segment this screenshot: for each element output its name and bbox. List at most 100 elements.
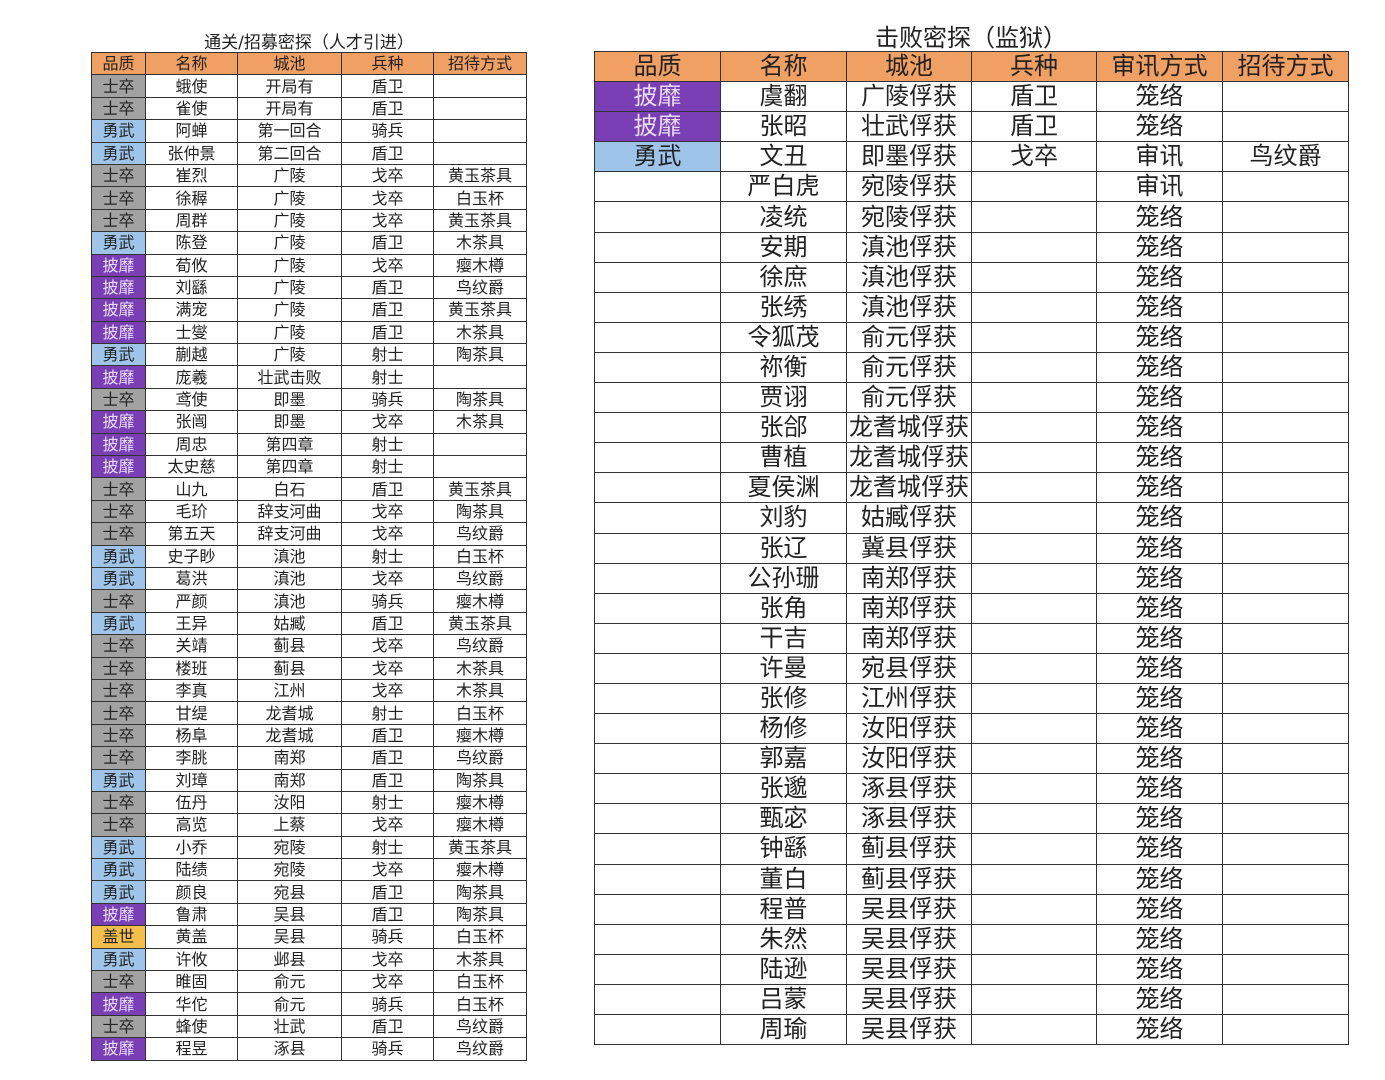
name-cell: 睢固 — [145, 970, 238, 994]
quality-cell — [594, 502, 721, 534]
prison-row: 披靡 张昭 壮武俘获 盾卫 笼络 — [594, 111, 1349, 143]
quality-cell — [594, 171, 721, 203]
troop-cell — [971, 833, 1097, 865]
name-cell: 周忠 — [145, 432, 238, 457]
name-cell: 关靖 — [145, 634, 238, 658]
header-quality: 品质 — [91, 51, 146, 76]
name-cell: 甄宓 — [720, 803, 847, 835]
quality-cell — [594, 953, 721, 985]
recruit-row: 披靡 刘繇 广陵 盾卫 鸟纹爵 — [91, 275, 527, 300]
quality-cell: 勇武 — [91, 544, 146, 568]
recruit-row: 披靡 周忠 第四章 射士 — [91, 432, 527, 457]
city-cell: 俞元 — [237, 970, 342, 994]
troop-cell: 盾卫 — [341, 141, 434, 165]
city-cell: 广陵 — [237, 163, 342, 188]
hospitality-cell — [1222, 893, 1349, 925]
interrogation-cell: 笼络 — [1096, 652, 1223, 684]
hospitality-cell — [1222, 622, 1349, 654]
name-cell: 崔烈 — [145, 163, 238, 188]
quality-cell: 勇武 — [91, 858, 146, 882]
quality-cell: 士卒 — [91, 746, 146, 770]
hospitality-cell — [1222, 923, 1349, 955]
recruit-row: 勇武 张仲景 第二回合 盾卫 — [91, 141, 527, 165]
quality-cell — [594, 321, 721, 353]
city-cell: 宛县俘获 — [846, 652, 972, 684]
recruit-row: 披靡 鲁肃 吴县 盾卫 陶茶具 — [91, 902, 527, 927]
name-cell: 庞羲 — [145, 365, 238, 389]
quality-cell — [594, 472, 721, 504]
quality-cell: 披靡 — [91, 432, 146, 457]
name-cell: 刘繇 — [145, 275, 238, 300]
name-cell: 严白虎 — [720, 171, 847, 203]
quality-cell: 勇武 — [91, 611, 146, 636]
interrogation-cell: 笼络 — [1096, 1013, 1223, 1046]
name-cell: 甘缇 — [145, 701, 238, 725]
hospitality-cell: 瘿木樽 — [433, 858, 527, 882]
name-cell: 虞翻 — [720, 81, 847, 113]
hospitality-cell — [1222, 532, 1349, 564]
interrogation-cell: 笼络 — [1096, 261, 1223, 293]
hospitality-cell: 黄玉茶具 — [433, 163, 527, 188]
troop-cell: 骑兵 — [341, 119, 434, 143]
prison-row: 董白 蓟县俘获 笼络 — [594, 863, 1349, 895]
troop-cell — [971, 923, 1097, 955]
quality-cell: 士卒 — [91, 186, 146, 210]
city-cell: 汝阳俘获 — [846, 713, 972, 745]
city-cell: 吴县俘获 — [846, 893, 972, 925]
name-cell: 许攸 — [145, 947, 238, 972]
city-cell: 吴县俘获 — [846, 923, 972, 955]
interrogation-cell: 笼络 — [1096, 622, 1223, 654]
hospitality-cell: 陶茶具 — [433, 499, 527, 524]
name-cell: 陈登 — [145, 231, 238, 255]
hospitality-cell — [1222, 201, 1349, 233]
city-cell: 第四章 — [237, 432, 342, 457]
troop-cell: 戈卒 — [341, 813, 434, 837]
quality-cell — [594, 291, 721, 323]
troop-cell: 射士 — [341, 343, 434, 367]
interrogation-cell: 笼络 — [1096, 111, 1223, 143]
quality-cell: 士卒 — [91, 970, 146, 994]
city-cell: 南郑俘获 — [846, 622, 972, 654]
quality-cell — [594, 261, 721, 293]
city-cell: 俞元 — [237, 992, 342, 1016]
recruit-row: 士卒 山九 白石 盾卫 黄玉茶具 — [91, 477, 527, 501]
city-cell: 吴县 — [237, 925, 342, 949]
name-cell: 公孙珊 — [720, 562, 847, 594]
troop-cell — [971, 562, 1097, 594]
hospitality-cell: 瘿木樽 — [433, 723, 527, 748]
quality-cell — [594, 532, 721, 564]
city-cell: 宛陵俘获 — [846, 171, 972, 203]
prison-row: 祢衡 俞元俘获 笼络 — [594, 351, 1349, 384]
prison-row: 张修 江州俘获 笼络 — [594, 682, 1349, 715]
name-cell: 祢衡 — [720, 351, 847, 384]
troop-cell: 盾卫 — [971, 81, 1097, 113]
name-cell: 黄盖 — [145, 925, 238, 949]
city-cell: 壮武 — [237, 1014, 342, 1039]
quality-cell — [594, 592, 721, 624]
troop-cell: 盾卫 — [341, 231, 434, 255]
header-quality: 品质 — [594, 50, 721, 83]
interrogation-cell: 审讯 — [1096, 171, 1223, 203]
troop-cell: 盾卫 — [341, 723, 434, 748]
troop-cell: 戈卒 — [341, 522, 434, 546]
name-cell: 李朓 — [145, 746, 238, 770]
hospitality-cell — [1222, 713, 1349, 745]
recruit-row: 士卒 蜂使 壮武 盾卫 鸟纹爵 — [91, 1014, 527, 1039]
troop-cell — [971, 261, 1097, 293]
troop-cell: 戈卒 — [341, 186, 434, 210]
interrogation-cell: 笼络 — [1096, 713, 1223, 745]
prison-row: 朱然 吴县俘获 笼络 — [594, 923, 1349, 955]
hospitality-cell — [1222, 953, 1349, 985]
quality-cell: 披靡 — [594, 111, 721, 143]
troop-cell — [971, 171, 1097, 203]
troop-cell: 盾卫 — [341, 902, 434, 927]
troop-cell — [971, 472, 1097, 504]
troop-cell — [971, 743, 1097, 775]
troop-cell: 骑兵 — [341, 925, 434, 949]
city-cell: 汝阳俘获 — [846, 743, 972, 775]
quality-cell — [594, 863, 721, 895]
recruit-table-title: 通关/招募密探（人才引进） — [204, 33, 414, 53]
hospitality-cell: 白玉杯 — [433, 701, 527, 725]
name-cell: 张修 — [720, 682, 847, 715]
city-cell: 龙耆城 — [237, 723, 342, 748]
